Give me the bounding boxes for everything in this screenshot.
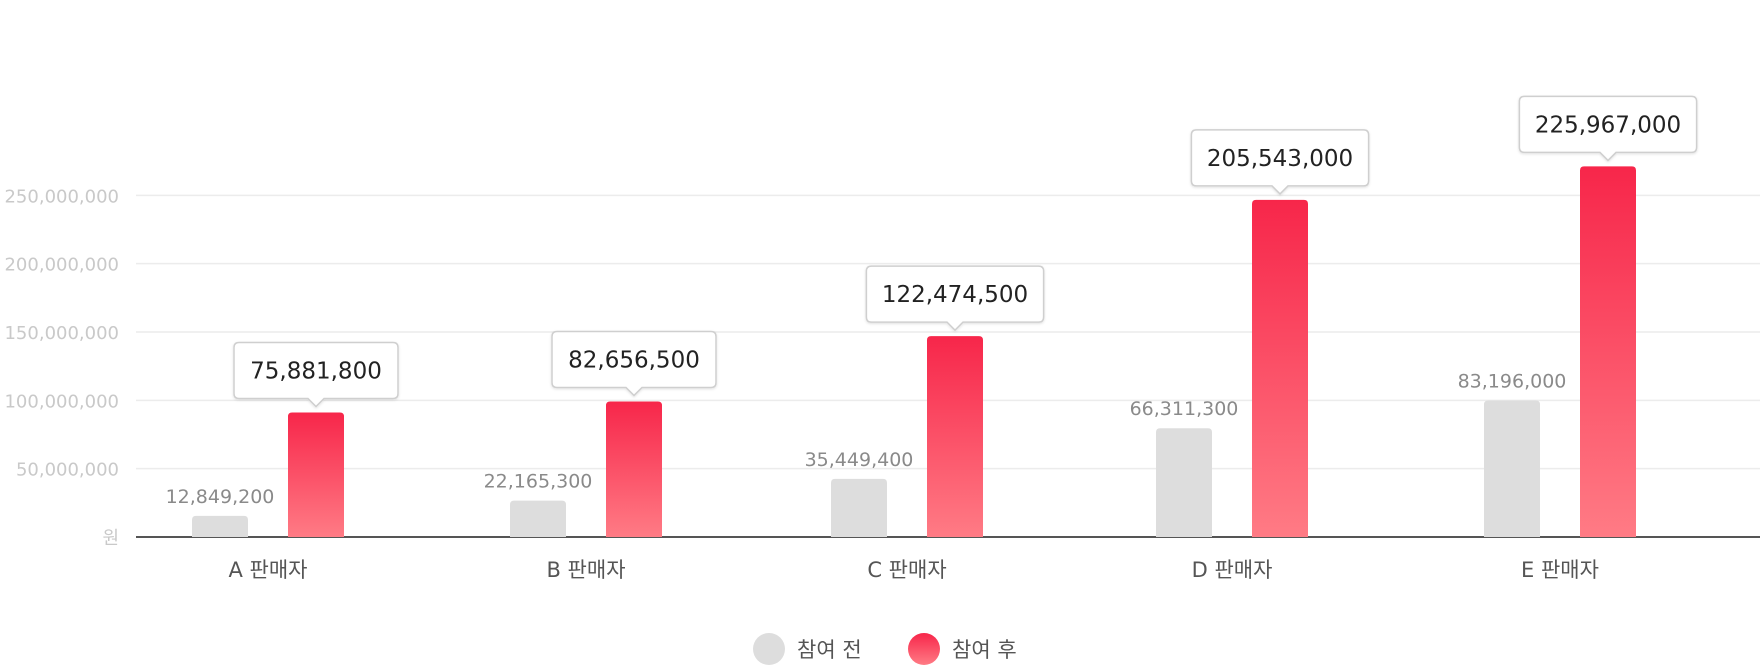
bar-before [1156, 428, 1212, 537]
legend-item-before: 참여 전 [753, 633, 862, 665]
value-tooltip-after: 225,967,000 [1518, 95, 1698, 162]
bar-after [1252, 199, 1308, 537]
y-tick-label: 150,000,000 [4, 323, 119, 344]
x-tick-label: A 판매자 [228, 558, 307, 582]
bar-after [927, 336, 983, 537]
y-tick-label: 50,000,000 [16, 460, 119, 481]
legend-item-after: 참여 후 [908, 633, 1017, 665]
bar-before [192, 515, 248, 537]
bar-after [606, 401, 662, 537]
value-label-before: 22,165,300 [484, 471, 593, 493]
tooltip-box [1518, 95, 1698, 162]
legend: 참여 전 참여 후 [753, 633, 1017, 665]
bars-layer [192, 166, 1636, 537]
bar-before [1484, 400, 1540, 537]
value-label-before: 12,849,200 [166, 486, 275, 508]
tooltip-box [1190, 129, 1370, 195]
tooltip-value: 75,881,800 [250, 359, 382, 385]
x-tick-label: C 판매자 [867, 558, 946, 582]
legend-label: 참여 후 [952, 638, 1017, 662]
tooltip-value: 122,474,500 [882, 282, 1028, 308]
y-tick-label: 100,000,000 [4, 391, 119, 412]
tooltip-box [865, 265, 1045, 332]
grid-layer: 원 50,000,000 100,000,000 150,000,000 200,000… [4, 186, 1760, 549]
labels-layer: 12,849,200 75,881,800 A 판매자 22,165,300 82,65… [166, 95, 1698, 582]
legend-swatch [753, 633, 785, 665]
bar-before [510, 500, 566, 537]
value-label-before: 83,196,000 [1458, 371, 1567, 393]
x-tick-label: B 판매자 [546, 558, 625, 582]
bar-after [288, 412, 344, 537]
value-label-before: 35,449,400 [805, 449, 914, 471]
value-tooltip-after: 75,881,800 [233, 341, 399, 408]
x-tick-label: E 판매자 [1521, 558, 1599, 582]
legend-label: 참여 전 [797, 638, 862, 662]
x-tick-label: D 판매자 [1192, 558, 1273, 582]
bar-after [1580, 166, 1636, 537]
value-label-before: 66,311,300 [1130, 398, 1239, 420]
y-tick-label: 원 [102, 528, 119, 549]
tooltip-value: 225,967,000 [1535, 112, 1681, 138]
value-tooltip-after: 122,474,500 [865, 265, 1045, 332]
tooltip-value: 205,543,000 [1207, 146, 1353, 172]
value-tooltip-after: 205,543,000 [1190, 129, 1370, 195]
value-tooltip-after: 82,656,500 [551, 330, 717, 397]
y-tick-label: 200,000,000 [4, 255, 119, 276]
tooltip-box [551, 330, 717, 397]
tooltip-value: 82,656,500 [568, 347, 700, 373]
bar-before [831, 478, 887, 537]
tooltip-box [233, 341, 399, 408]
legend-swatch [908, 633, 940, 665]
y-tick-label: 250,000,000 [4, 186, 119, 207]
